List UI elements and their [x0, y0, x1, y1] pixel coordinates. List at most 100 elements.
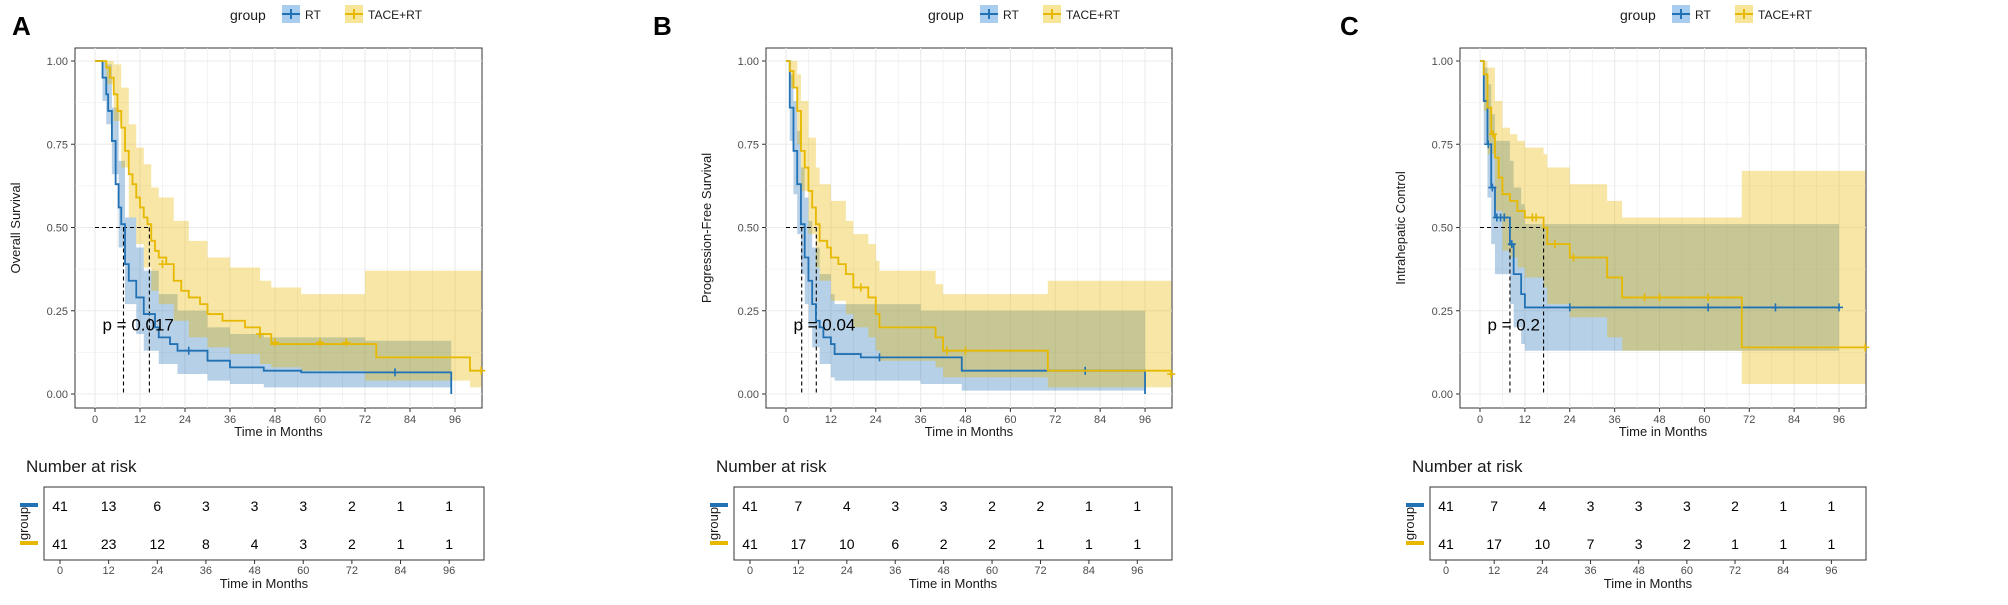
censor-mark-tace [942, 346, 951, 355]
risk-value-rt: 3 [891, 498, 899, 514]
x-tick-label: 0 [92, 414, 98, 426]
risk-value-rt: 7 [795, 498, 803, 514]
risk-value-tace: 2 [348, 536, 356, 552]
risk-x-axis-title: Time in Months [220, 576, 309, 591]
risk-value-tace: 41 [1438, 536, 1454, 552]
risk-value-tace: 7 [1587, 536, 1595, 552]
x-tick-label: 84 [1094, 414, 1106, 426]
risk-x-tick-label: 12 [792, 565, 804, 577]
x-axis-title: Time in Months [1619, 424, 1708, 439]
risk-table: Number at risk 41 7 4 3 3 2 2 1 1 41 17 10 6 2 2 1 1 1 grou… [706, 457, 1173, 591]
risk-value-rt: 1 [1779, 498, 1787, 514]
x-tick-label: 24 [1564, 414, 1576, 426]
legend-label-rt: RT [1695, 8, 1711, 22]
risk-value-tace: 8 [202, 536, 210, 552]
risk-x-tick-label: 36 [889, 565, 901, 577]
risk-value-rt: 3 [251, 498, 259, 514]
risk-value-tace: 2 [940, 536, 948, 552]
risk-x-tick-label: 72 [1034, 565, 1046, 577]
censor-mark-tace [342, 338, 351, 347]
x-tick-label: 72 [1743, 414, 1755, 426]
risk-row-key-tace [1406, 541, 1424, 545]
x-tick-label: 72 [359, 414, 371, 426]
risk-value-rt: 3 [1635, 498, 1643, 514]
x-tick-label: 48 [959, 414, 971, 426]
censor-mark-rt [1507, 240, 1516, 249]
censor-mark-tace [856, 283, 865, 292]
legend: group RT TACE+RT [1620, 5, 1813, 23]
censor-mark-tace [961, 346, 970, 355]
risk-x-tick-label: 24 [151, 565, 163, 577]
risk-table-title: Number at risk [26, 457, 137, 476]
survival-curve-rt [95, 60, 453, 394]
censor-mark-tace [477, 366, 486, 375]
risk-x-tick-label: 84 [1777, 565, 1789, 577]
x-tick-label: 24 [870, 414, 882, 426]
x-axis-title: Time in Months [234, 424, 323, 439]
risk-value-rt: 3 [299, 498, 307, 514]
risk-value-tace: 4 [251, 536, 259, 552]
censor-mark-rt [875, 353, 884, 362]
risk-value-rt: 2 [1037, 498, 1045, 514]
x-tick-label: 60 [314, 414, 326, 426]
risk-value-tace: 10 [839, 536, 855, 552]
panel-letter: B [653, 11, 672, 41]
y-tick-label: 0.50 [47, 223, 68, 235]
y-tick-label: 0.25 [1432, 306, 1453, 318]
risk-x-tick-label: 12 [1488, 565, 1500, 577]
risk-x-tick-label: 96 [1825, 565, 1837, 577]
risk-value-rt: 3 [202, 498, 210, 514]
risk-value-tace: 1 [1779, 536, 1787, 552]
risk-value-rt: 1 [397, 498, 405, 514]
risk-x-tick-label: 36 [200, 565, 212, 577]
x-axis-title: Time in Months [925, 424, 1014, 439]
x-tick-label: 48 [269, 414, 281, 426]
x-tick-label: 12 [825, 414, 837, 426]
risk-row-key-tace [20, 541, 38, 545]
legend-title: group [928, 7, 964, 23]
y-axis-title: Progression-Free Survival [699, 153, 714, 303]
y-axis-title: Intrahepatic Control [1393, 171, 1408, 285]
risk-x-tick-label: 36 [1584, 565, 1596, 577]
risk-x-tick-label: 48 [938, 565, 950, 577]
legend: group RT TACE+RT [928, 5, 1121, 23]
legend-label-tace: TACE+RT [368, 8, 423, 22]
survival-curve-rt [786, 60, 1146, 394]
risk-value-rt: 3 [1683, 498, 1691, 514]
censor-mark-rt [391, 368, 399, 377]
legend-title: group [230, 7, 266, 23]
y-tick-label: 0.25 [47, 306, 68, 318]
risk-value-rt: 2 [1731, 498, 1739, 514]
censor-mark-rt [184, 346, 193, 355]
legend-label-rt: RT [305, 8, 321, 22]
censor-mark-tace [1550, 240, 1559, 249]
legend-title: group [1620, 7, 1656, 23]
y-tick-label: 0.75 [738, 139, 759, 151]
risk-x-axis-title: Time in Months [909, 576, 998, 591]
risk-value-tace: 10 [1535, 536, 1551, 552]
y-tick-label: 0.00 [738, 389, 759, 401]
risk-value-tace: 1 [1037, 536, 1045, 552]
risk-row-key-rt [710, 503, 728, 507]
risk-x-tick-label: 0 [747, 565, 753, 577]
p-value: p = 0.04 [793, 316, 855, 335]
censor-mark-rt [1500, 213, 1509, 222]
risk-table-ylabel: group [706, 507, 721, 540]
risk-table-title: Number at risk [1412, 457, 1523, 476]
risk-x-tick-label: 0 [1443, 565, 1449, 577]
p-value: p = 0.2 [1487, 316, 1539, 335]
x-tick-label: 60 [1004, 414, 1016, 426]
risk-x-tick-label: 60 [1681, 565, 1693, 577]
risk-value-tace: 12 [150, 536, 166, 552]
legend-label-rt: RT [1003, 8, 1019, 22]
legend-label-tace: TACE+RT [1758, 8, 1813, 22]
risk-table-box [733, 486, 1173, 561]
risk-x-tick-label: 84 [1083, 565, 1095, 577]
censor-mark-tace [1640, 293, 1649, 302]
risk-value-rt: 1 [1133, 498, 1141, 514]
x-tick-label: 12 [134, 414, 146, 426]
risk-x-tick-label: 84 [394, 565, 406, 577]
risk-value-tace: 1 [1731, 536, 1739, 552]
risk-x-tick-label: 12 [103, 565, 115, 577]
